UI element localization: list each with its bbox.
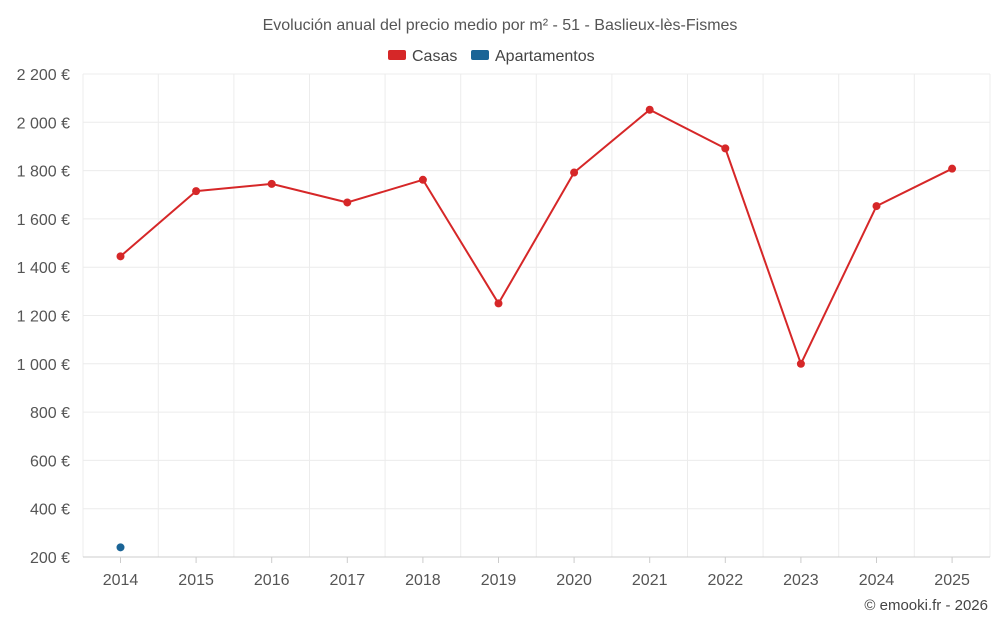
data-point-casas-2017[interactable]: [343, 198, 352, 207]
y-tick-label: 800 €: [30, 405, 70, 422]
data-point-casas-2018[interactable]: [418, 175, 427, 184]
y-tick-label: 400 €: [30, 502, 70, 519]
x-axis: 2014 2015 2016 2017 2018 2019 2020 2021 2022 2023…: [83, 556, 990, 589]
x-tick-label: 2020: [556, 572, 592, 589]
data-point-casas-2014[interactable]: [116, 252, 125, 261]
legend-label-apartamentos[interactable]: Apartamentos: [495, 48, 595, 65]
x-tick-label: 2019: [481, 572, 517, 589]
x-tick-label: 2025: [934, 572, 970, 589]
data-point-casas-2024[interactable]: [872, 202, 881, 211]
data-point-apartamentos-2014[interactable]: [116, 543, 125, 552]
y-tick-label: 1 200 €: [17, 309, 70, 326]
legend-swatch-apartamentos[interactable]: [471, 50, 489, 60]
y-tick-label: 1 600 €: [17, 212, 70, 229]
data-point-casas-2022[interactable]: [721, 144, 730, 153]
data-point-casas-2020[interactable]: [570, 168, 579, 177]
y-tick-label: 1 400 €: [17, 260, 70, 277]
y-tick-label: 1 000 €: [17, 357, 70, 374]
x-tick-label: 2014: [103, 572, 139, 589]
data-point-casas-2019[interactable]: [494, 299, 503, 308]
legend[interactable]: Casas Apartamentos: [388, 48, 595, 65]
x-tick-label: 2024: [859, 572, 895, 589]
x-tick-label: 2022: [708, 572, 744, 589]
x-tick-label: 2017: [330, 572, 366, 589]
data-point-casas-2023[interactable]: [796, 359, 805, 368]
x-tick-label: 2015: [178, 572, 214, 589]
credit-text: © emooki.fr - 2026: [864, 597, 988, 614]
y-tick-label: 1 800 €: [17, 164, 70, 181]
legend-label-casas[interactable]: Casas: [412, 48, 457, 65]
y-tick-label: 600 €: [30, 453, 70, 470]
series-layer: [116, 105, 957, 552]
y-tick-label: 200 €: [30, 550, 70, 567]
x-tick-label: 2016: [254, 572, 290, 589]
chart-title: Evolución anual del precio medio por m² …: [263, 17, 738, 34]
x-tick-label: 2023: [783, 572, 819, 589]
data-point-casas-2015[interactable]: [192, 187, 201, 196]
y-axis: 200 € 400 € 600 € 800 € 1 000 € 1 200 € 1 400 …: [17, 67, 70, 567]
grid: [82, 73, 991, 557]
x-tick-label: 2021: [632, 572, 668, 589]
y-tick-label: 2 200 €: [17, 67, 70, 84]
data-point-casas-2016[interactable]: [267, 179, 276, 188]
data-point-casas-2021[interactable]: [645, 105, 654, 114]
series-line-casas: [119, 108, 953, 365]
legend-swatch-casas[interactable]: [388, 50, 406, 60]
x-tick-label: 2018: [405, 572, 441, 589]
data-point-casas-2025[interactable]: [948, 164, 957, 173]
y-tick-label: 2 000 €: [17, 115, 70, 132]
